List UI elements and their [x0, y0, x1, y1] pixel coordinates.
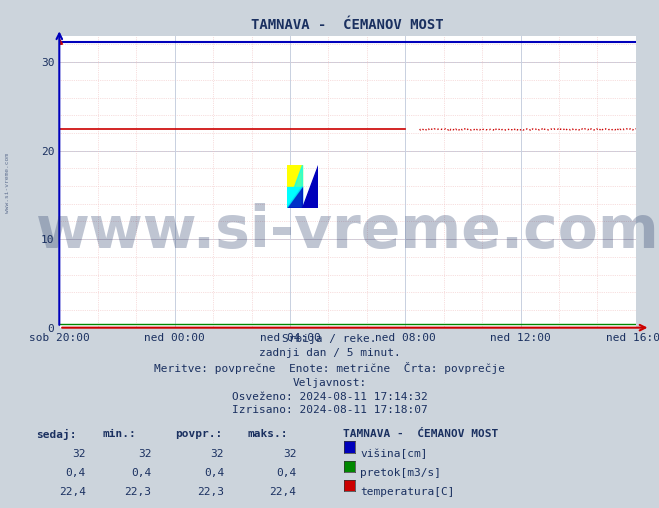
- Polygon shape: [287, 187, 302, 208]
- Polygon shape: [302, 165, 318, 208]
- Polygon shape: [287, 165, 302, 208]
- Text: 32: 32: [138, 449, 152, 459]
- Text: 0,4: 0,4: [65, 468, 86, 478]
- Text: povpr.:: povpr.:: [175, 429, 222, 439]
- Text: višina[cm]: višina[cm]: [360, 449, 428, 459]
- Text: 32: 32: [211, 449, 224, 459]
- Text: sedaj:: sedaj:: [36, 429, 76, 440]
- Polygon shape: [287, 165, 302, 187]
- Text: 22,3: 22,3: [197, 487, 224, 497]
- Title: TAMNAVA -  ĆEMANOV MOST: TAMNAVA - ĆEMANOV MOST: [251, 18, 444, 31]
- Text: Srbija / reke.
zadnji dan / 5 minut.
Meritve: povprečne  Enote: metrične  Črta: : Srbija / reke. zadnji dan / 5 minut. Mer…: [154, 334, 505, 415]
- Text: 32: 32: [72, 449, 86, 459]
- Text: pretok[m3/s]: pretok[m3/s]: [360, 468, 442, 478]
- Text: www.si-vreme.com: www.si-vreme.com: [5, 153, 11, 213]
- Text: 0,4: 0,4: [204, 468, 224, 478]
- Text: 0,4: 0,4: [276, 468, 297, 478]
- Text: 22,4: 22,4: [59, 487, 86, 497]
- Text: TAMNAVA -  ĆEMANOV MOST: TAMNAVA - ĆEMANOV MOST: [343, 429, 498, 439]
- Text: www.si-vreme.com: www.si-vreme.com: [36, 203, 659, 260]
- Text: min.:: min.:: [102, 429, 136, 439]
- Text: maks.:: maks.:: [247, 429, 287, 439]
- Text: temperatura[C]: temperatura[C]: [360, 487, 455, 497]
- Polygon shape: [287, 187, 302, 208]
- Text: 0,4: 0,4: [131, 468, 152, 478]
- Text: 22,3: 22,3: [125, 487, 152, 497]
- Text: 22,4: 22,4: [270, 487, 297, 497]
- Text: 32: 32: [283, 449, 297, 459]
